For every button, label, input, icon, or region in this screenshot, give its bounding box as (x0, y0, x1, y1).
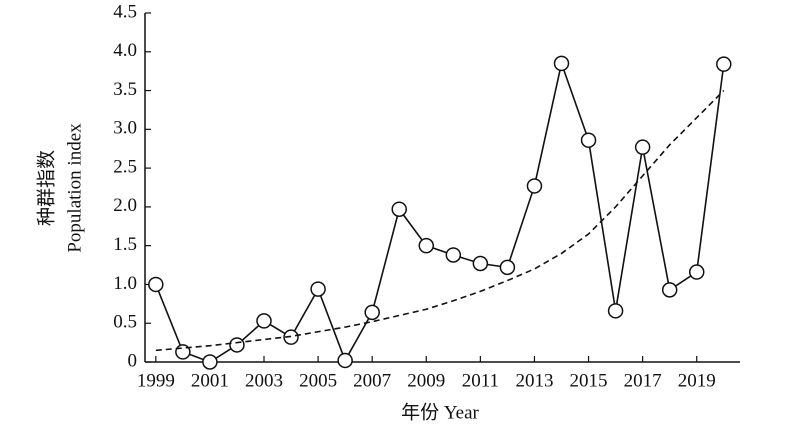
x-tick-label: 2011 (462, 370, 499, 391)
data-point (418, 237, 435, 254)
y-axis-label: 种群指数 (35, 150, 57, 226)
y-tick-label: 2.0 (113, 195, 137, 216)
data-point (310, 281, 326, 297)
x-tick-label: 2019 (678, 370, 716, 391)
y-axis-label: Population index (64, 123, 85, 253)
data-point (526, 178, 543, 194)
trend-line (155, 89, 725, 352)
x-tick-label: 2015 (570, 370, 608, 391)
data-point (607, 303, 624, 319)
y-tick-label: 3.0 (113, 118, 137, 139)
data-point (688, 264, 705, 280)
x-axis-label: 年份 Year (401, 401, 479, 423)
data-point (716, 56, 732, 72)
y-tick-label: 4.5 (113, 1, 137, 22)
x-tick-label: 2017 (624, 370, 662, 391)
data-point (634, 139, 651, 155)
y-tick-label: 0.5 (113, 312, 137, 333)
y-tick-label: 3.5 (113, 79, 137, 100)
data-point (229, 337, 245, 353)
data-point (256, 313, 272, 329)
data-point (337, 352, 353, 369)
y-tick-label: 2.5 (113, 156, 137, 177)
data-point (445, 247, 462, 263)
x-tick-label: 2005 (299, 370, 337, 391)
data-point (364, 304, 380, 321)
x-tick-label: 1999 (137, 370, 175, 391)
y-tick-label: 4.0 (113, 40, 137, 61)
data-point (553, 55, 570, 72)
x-tick-label: 2003 (245, 370, 283, 391)
data-point (472, 255, 489, 272)
data-point (391, 201, 407, 217)
data-point (580, 132, 597, 148)
x-tick-label: 2009 (407, 370, 445, 391)
data-line (155, 60, 725, 363)
y-tick-label: 1.0 (113, 273, 137, 294)
y-tick-label: 0 (128, 350, 138, 371)
data-point (499, 259, 516, 276)
x-tick-label: 2001 (191, 370, 229, 391)
data-point (202, 354, 218, 370)
y-tick-label: 1.5 (113, 234, 137, 255)
x-tick-label: 2013 (515, 370, 553, 391)
data-point (661, 282, 678, 298)
data-point (148, 276, 164, 293)
x-tick-label: 2007 (353, 370, 391, 391)
